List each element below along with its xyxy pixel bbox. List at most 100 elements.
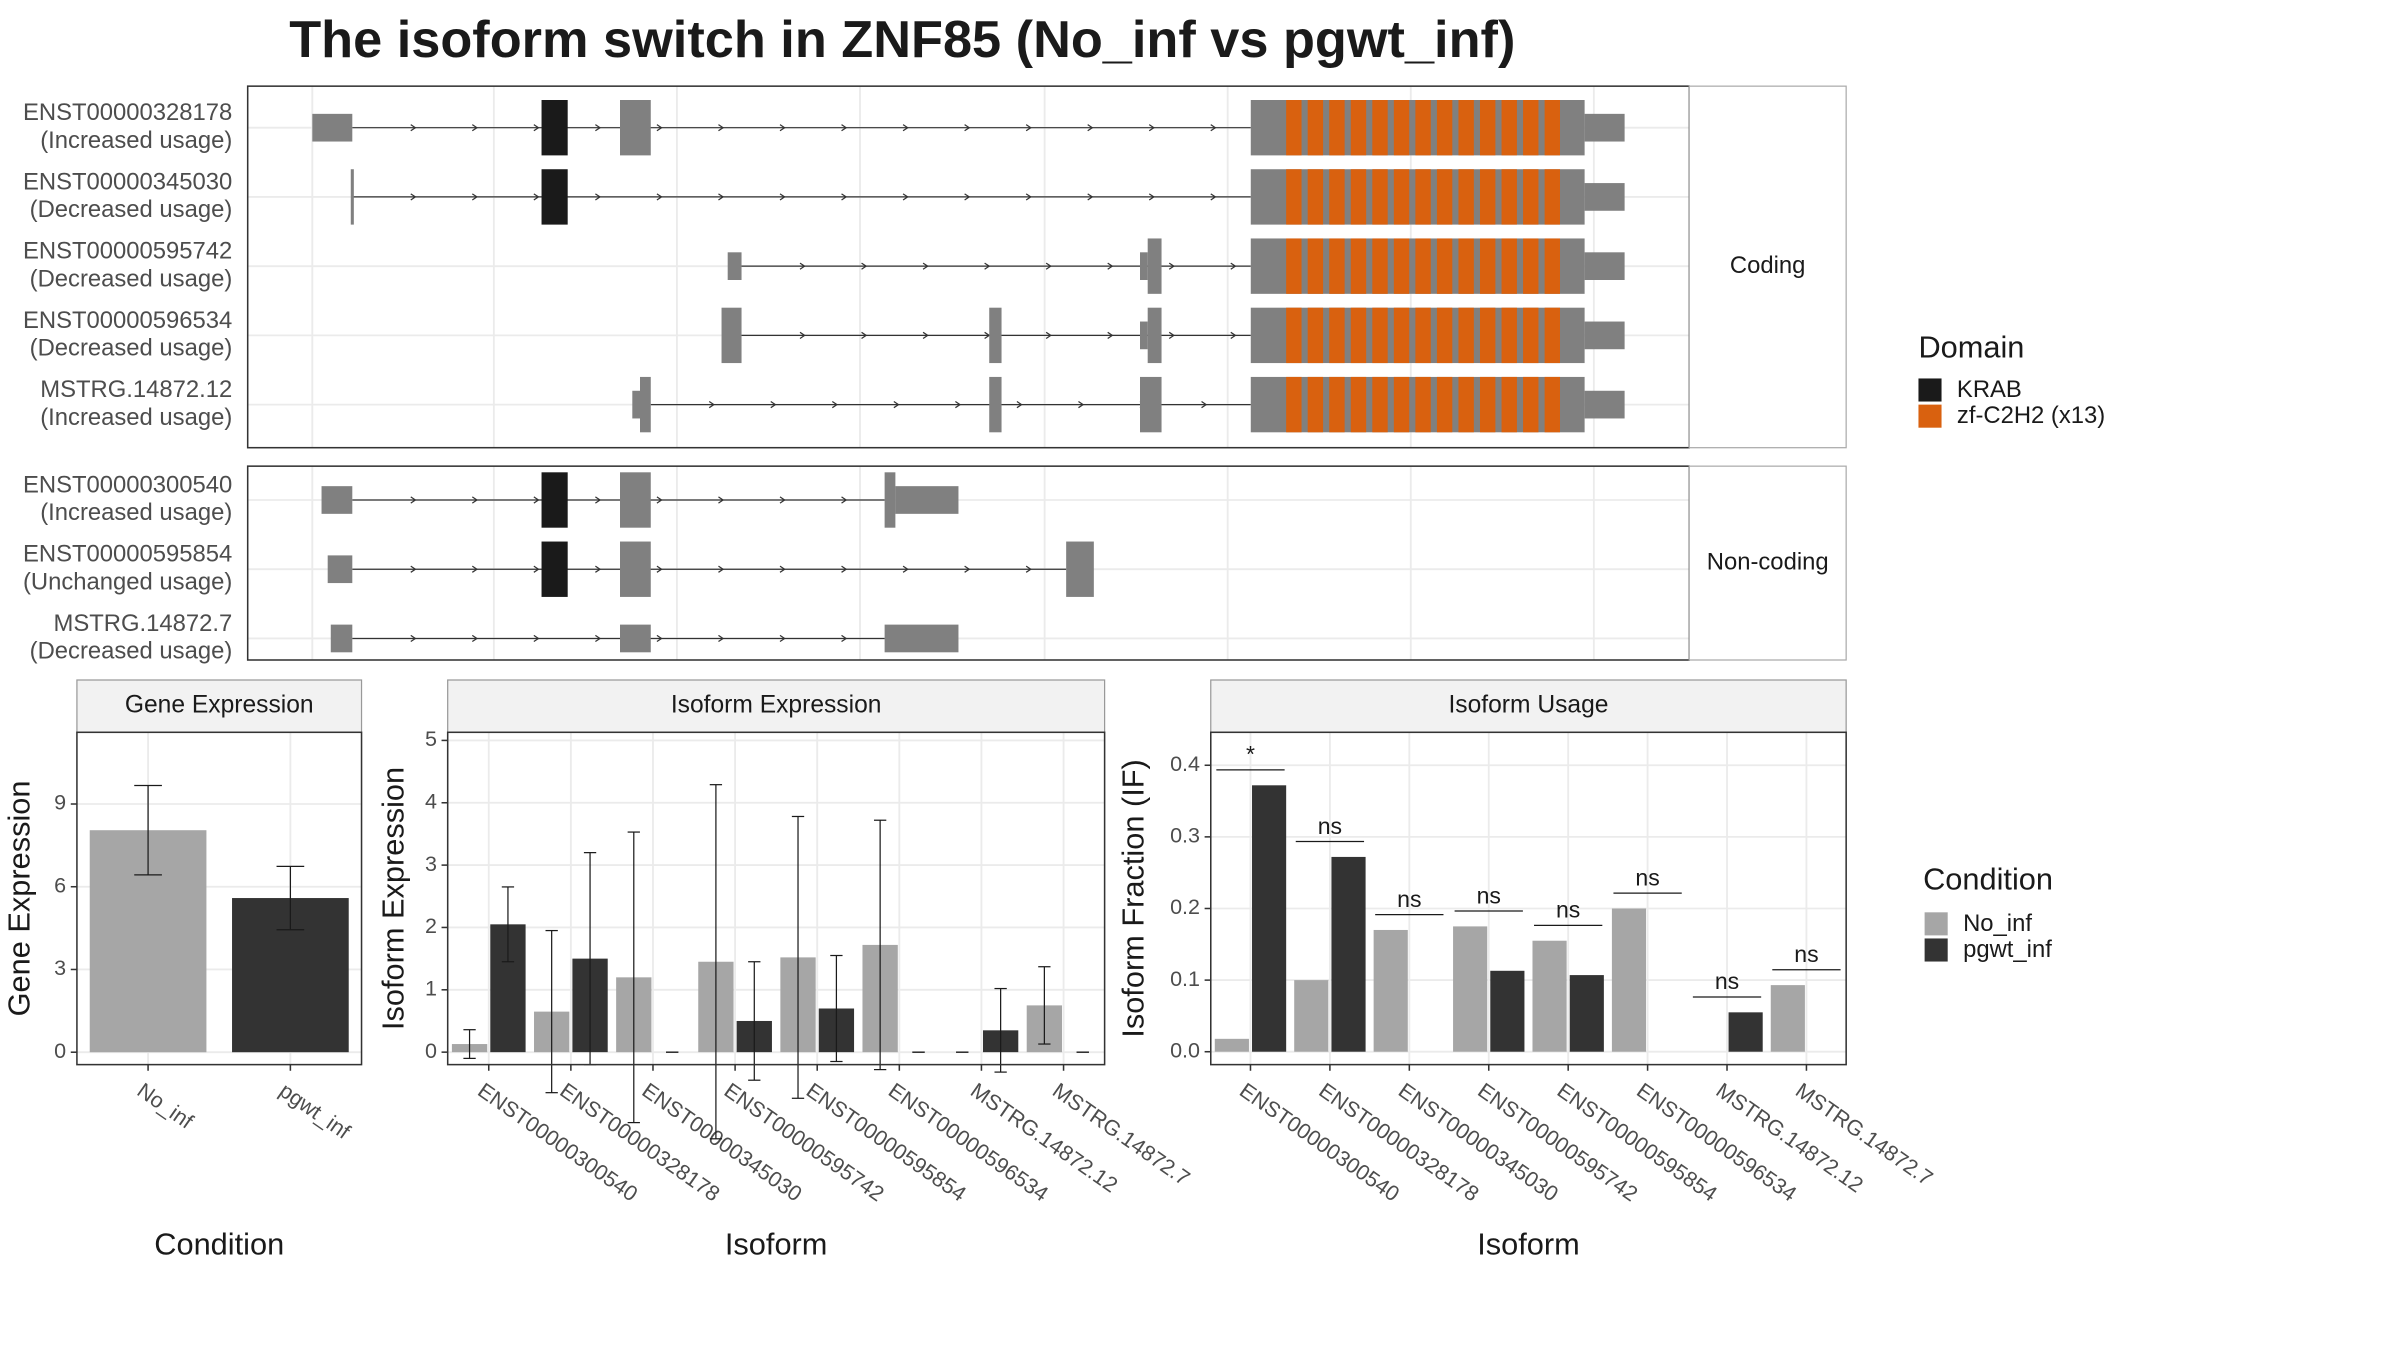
intron-arrow — [841, 565, 848, 573]
x-tick-label: MSTRG.14872.7 — [1791, 1078, 1937, 1190]
zinc-finger-domain — [1501, 169, 1517, 225]
bar — [1490, 970, 1525, 1052]
exon — [1584, 252, 1625, 280]
significance-label: ns — [1318, 813, 1342, 839]
y-tick-label: 0 — [425, 1039, 437, 1063]
intron-arrow — [831, 401, 839, 409]
plot-border — [76, 731, 363, 1066]
significance-label: ns — [1477, 882, 1501, 908]
intron-arrow — [656, 496, 663, 504]
zinc-finger-domain — [1307, 307, 1324, 364]
significance-label: ns — [1635, 864, 1659, 890]
isoform-id: ENST00000596534 — [23, 307, 232, 334]
exon — [321, 486, 353, 514]
zinc-finger-domain — [1286, 238, 1302, 294]
zinc-finger-domain — [1501, 100, 1517, 156]
intron-arrow — [1210, 193, 1217, 201]
zinc-finger-domain — [1393, 100, 1410, 156]
intron-arrow — [656, 124, 663, 132]
zinc-finger-domain — [1436, 307, 1453, 364]
intron-arrow — [841, 124, 848, 132]
intron-arrow — [410, 193, 417, 201]
exon — [1584, 321, 1625, 350]
intron-arrow — [718, 634, 725, 643]
x-tick-label: pgwt_inf — [275, 1078, 355, 1144]
y-tick-label: 0 — [54, 1039, 66, 1063]
intron-arrow — [533, 124, 540, 132]
legend-key — [1918, 378, 1942, 402]
intron-arrow — [779, 124, 786, 132]
intron-arrow — [964, 124, 971, 132]
x-tick-label: MSTRG.14872.12 — [966, 1078, 1122, 1197]
zinc-finger-domain — [1436, 238, 1453, 294]
y-axis-title: Isoform Expression — [376, 767, 411, 1030]
intron-arrow — [841, 634, 848, 643]
strip — [76, 679, 363, 733]
exon — [721, 307, 742, 364]
zinc-finger-domain — [1329, 100, 1345, 156]
zinc-finger-domain — [1501, 376, 1517, 433]
exon — [1584, 390, 1625, 419]
exon — [884, 472, 896, 528]
legend-key — [1918, 404, 1942, 428]
bar — [1770, 985, 1805, 1052]
exon — [312, 113, 353, 142]
intron-arrow — [595, 496, 602, 504]
intron-arrow — [1210, 124, 1217, 132]
intron-arrow — [902, 193, 909, 201]
intron-arrow — [471, 496, 479, 504]
exon — [620, 624, 651, 653]
intron-arrow — [410, 496, 417, 504]
intron-arrow — [861, 262, 868, 270]
zinc-finger-domain — [1350, 307, 1367, 364]
zinc-finger-domain — [1372, 376, 1388, 433]
intron-arrow — [656, 193, 663, 201]
zinc-finger-domain — [1501, 307, 1517, 364]
exon — [1140, 252, 1148, 280]
exon — [541, 169, 568, 225]
plot-bg — [447, 732, 1105, 1065]
intron-arrow — [922, 331, 929, 339]
intron-arrow — [1168, 262, 1175, 270]
intron-arrow — [779, 634, 786, 643]
intron-arrow — [779, 496, 786, 504]
panel-title: Gene Expression — [125, 692, 314, 719]
exon — [1584, 113, 1625, 142]
exon — [895, 486, 959, 514]
exon — [330, 624, 353, 653]
intron-arrow — [471, 634, 479, 643]
zinc-finger-domain — [1544, 100, 1560, 156]
intron-arrow — [533, 496, 540, 504]
bar — [1532, 940, 1567, 1052]
exon — [1147, 307, 1162, 364]
x-axis-title: Isoform — [725, 1226, 828, 1261]
bar — [1252, 785, 1287, 1052]
exon — [541, 472, 568, 528]
intron-arrow — [893, 401, 900, 409]
intron-arrow — [410, 634, 417, 643]
legend-label: KRAB — [1957, 376, 2022, 403]
intron-arrow — [471, 124, 479, 132]
zinc-finger-domain — [1307, 238, 1324, 294]
intron-arrow — [779, 193, 786, 201]
exon — [541, 541, 568, 597]
isoform-id: ENST00000345030 — [23, 168, 232, 195]
exon — [727, 252, 742, 280]
legend-label: zf-C2H2 (x13) — [1957, 402, 2105, 429]
exon — [620, 541, 651, 597]
legend-key — [1924, 912, 1948, 936]
zinc-finger-domain — [1350, 238, 1367, 294]
isoform-id: MSTRG.14872.12 — [40, 376, 232, 403]
intron-arrow — [595, 565, 602, 573]
figure-title: The isoform switch in ZNF85 (No_inf vs p… — [289, 11, 1515, 69]
intron-arrow — [1016, 401, 1023, 409]
y-tick-label: 0.4 — [1170, 752, 1200, 776]
zinc-finger-domain — [1544, 169, 1560, 225]
bar — [1569, 975, 1604, 1052]
bar — [1453, 926, 1488, 1052]
facet-strip — [1688, 465, 1847, 661]
zinc-finger-domain — [1350, 376, 1367, 433]
strip — [447, 679, 1106, 733]
isoform-usage: (Increased usage) — [40, 499, 232, 526]
